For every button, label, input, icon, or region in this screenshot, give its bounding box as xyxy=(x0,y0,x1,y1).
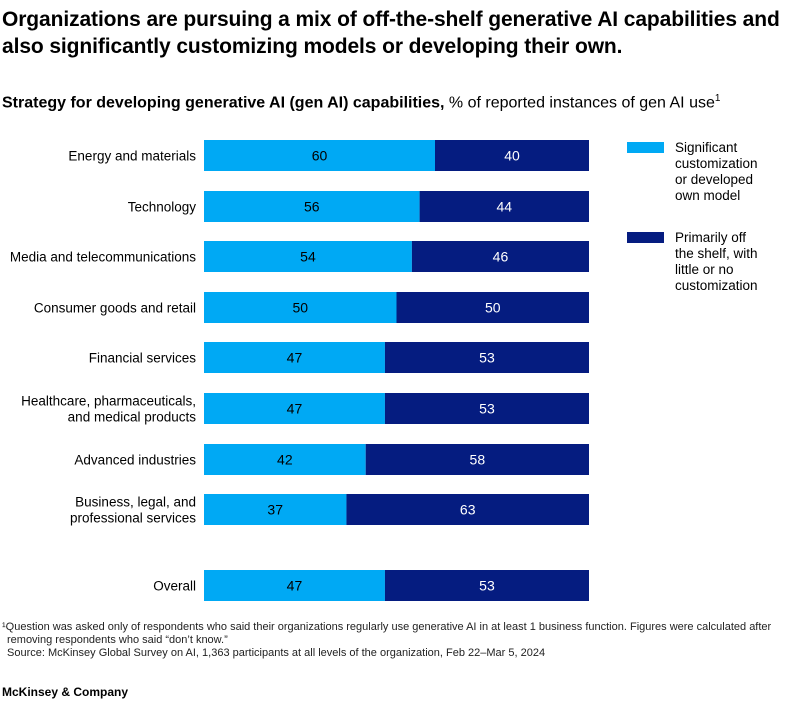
legend-swatch xyxy=(627,142,664,153)
chart-subtitle: Strategy for developing generative AI (g… xyxy=(2,89,802,113)
chart-legend: Significant customization or developed own … xyxy=(627,140,758,293)
bar-segment xyxy=(204,570,385,601)
data-label: 37 xyxy=(267,502,283,518)
data-label: 40 xyxy=(504,148,520,164)
bar-segment xyxy=(419,191,589,222)
data-label: 47 xyxy=(287,350,303,366)
bar-segment xyxy=(396,292,589,323)
bar-segment xyxy=(204,494,347,525)
category-label: Consumer goods and retail xyxy=(34,301,196,316)
legend-label-line: customization xyxy=(675,278,758,293)
legend-label-line: or developed xyxy=(675,172,753,187)
data-label: 54 xyxy=(300,249,316,265)
category-label: Technology xyxy=(128,200,197,215)
category-label: Overall xyxy=(153,579,196,594)
data-label: 47 xyxy=(287,401,303,417)
bar-segment xyxy=(204,140,435,171)
bar-segment xyxy=(204,444,366,475)
legend-label-line: Primarily off xyxy=(675,230,746,245)
subtitle-bold: Strategy for developing generative AI (g… xyxy=(2,94,445,112)
data-label: 53 xyxy=(479,401,495,417)
data-label: 44 xyxy=(497,199,513,215)
data-label: 42 xyxy=(277,452,293,468)
source-note: Source: McKinsey Global Survey on AI, 1,… xyxy=(7,647,546,659)
category-label: Advanced industries xyxy=(74,453,196,468)
bar-segment xyxy=(346,494,589,525)
bar-segment xyxy=(204,393,385,424)
data-label: 46 xyxy=(493,249,509,265)
category-label-line: Healthcare, pharmaceuticals, xyxy=(21,394,196,409)
data-label: 63 xyxy=(460,502,476,518)
category-label-line: professional services xyxy=(70,511,196,526)
category-label-line: Advanced industries xyxy=(74,453,196,468)
category-label-line: Financial services xyxy=(89,351,197,366)
legend-label-line: little or no xyxy=(675,262,734,277)
category-label: Media and telecommunications xyxy=(10,250,196,265)
category-label: Financial services xyxy=(89,351,197,366)
data-label: 53 xyxy=(479,578,495,594)
footnote: ¹Question was asked only of respondents … xyxy=(2,621,802,660)
category-label: Energy and materials xyxy=(68,149,196,164)
bar-segment xyxy=(204,191,420,222)
bar-segment xyxy=(204,292,397,323)
category-label-line: Consumer goods and retail xyxy=(34,301,196,316)
bar-segment xyxy=(435,140,589,171)
category-label: Healthcare, pharmaceuticals, and medical … xyxy=(21,394,196,425)
category-label-line: Media and telecommunications xyxy=(10,250,196,265)
data-label: 56 xyxy=(304,199,320,215)
data-label: 60 xyxy=(312,148,328,164)
chart-title: Organizations are pursuing a mix of off-… xyxy=(2,8,780,58)
bar-segment xyxy=(365,444,589,475)
category-label-line: and medical products xyxy=(68,410,197,425)
bar-segment xyxy=(411,241,589,272)
bar-area: Energy and materials 60 40 Technology 56 44 Me… xyxy=(10,140,589,601)
legend-label-line: own model xyxy=(675,188,740,203)
subtitle-text: % of reported instances of gen AI use xyxy=(444,94,715,112)
bar-segment xyxy=(384,393,589,424)
category-label-line: Business, legal, and xyxy=(75,495,196,510)
bar-segment xyxy=(204,342,385,373)
data-label: 58 xyxy=(470,452,486,468)
category-label-line: Overall xyxy=(153,579,196,594)
data-label: 50 xyxy=(485,300,501,316)
legend-label-line: Significant xyxy=(675,140,738,155)
legend-label-line: the shelf, with xyxy=(675,246,758,261)
legend-swatch xyxy=(627,232,664,243)
footnote-line-2: removing respondents who said “don’t kno… xyxy=(7,634,228,646)
brand-logo-text: McKinsey & Company xyxy=(2,685,129,699)
footnote-line-1: ¹Question was asked only of respondents … xyxy=(2,621,772,633)
category-label-line: Technology xyxy=(128,200,197,215)
data-label: 47 xyxy=(287,578,303,594)
bar-segment xyxy=(204,241,412,272)
bar-segment xyxy=(384,570,589,601)
data-label: 50 xyxy=(292,300,308,316)
category-label-line: Energy and materials xyxy=(68,149,196,164)
bar-segment xyxy=(384,342,589,373)
legend-label: Significant customization or developed own … xyxy=(675,140,758,203)
legend-label-line: customization xyxy=(675,156,758,171)
subtitle-footnote-marker: 1 xyxy=(714,93,721,104)
legend-label: Primarily off the shelf, with little or no… xyxy=(675,230,758,293)
stacked-bar-chart: Energy and materials 60 40 Technology 56 44 Me… xyxy=(10,140,758,601)
data-label: 53 xyxy=(479,350,495,366)
category-label: Business, legal, and professional service… xyxy=(70,495,196,526)
